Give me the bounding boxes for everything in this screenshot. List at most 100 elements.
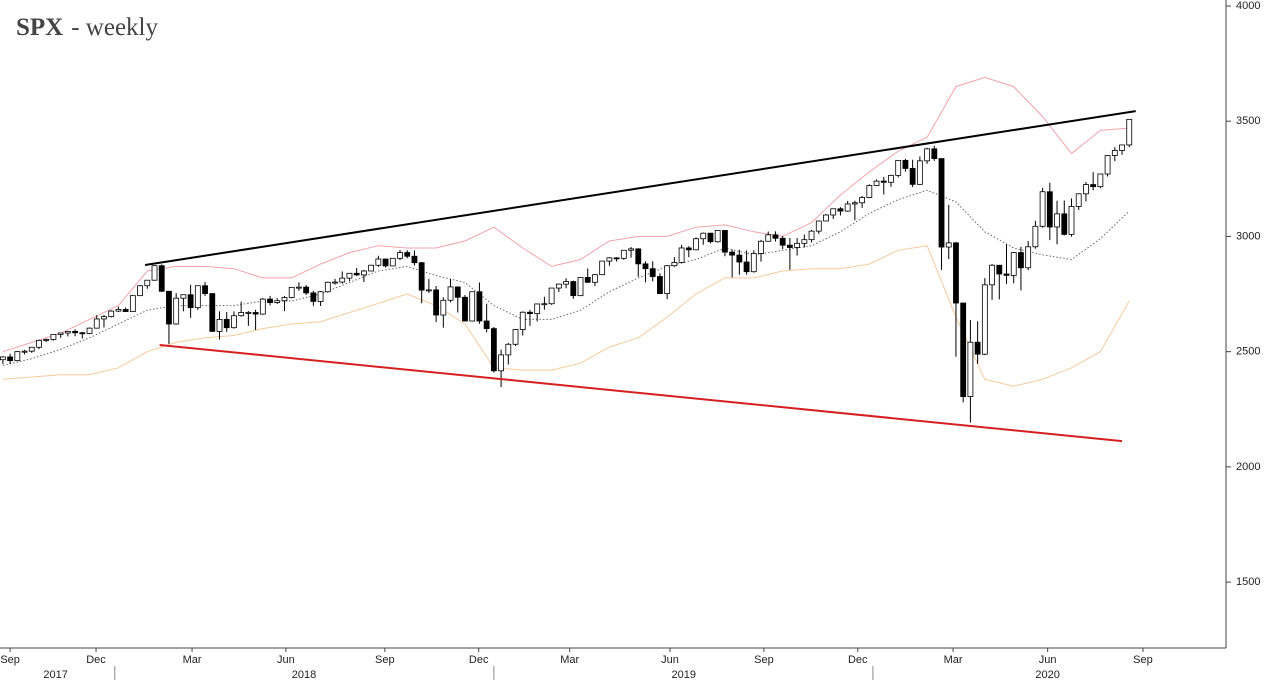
candle-body	[440, 299, 447, 316]
candle-body	[844, 203, 851, 212]
candle-body	[1111, 150, 1118, 156]
candle-body	[122, 309, 129, 312]
title-main: SPX	[16, 14, 63, 41]
candle-body	[173, 297, 180, 325]
candle-body	[924, 148, 930, 162]
candle-body	[281, 297, 288, 302]
candle-body	[108, 310, 115, 318]
candle-body	[166, 290, 172, 325]
candle-body	[1126, 118, 1133, 146]
candle-body	[382, 258, 389, 267]
candle-body	[1032, 225, 1039, 248]
x-tick-label: Dec	[469, 654, 489, 666]
candle-body	[916, 160, 923, 185]
candle-body	[375, 258, 382, 266]
candle-body	[527, 311, 533, 315]
candle-body	[772, 234, 779, 239]
candle-body	[144, 279, 151, 287]
candle-body	[353, 272, 360, 276]
year-label: 2020	[1035, 669, 1059, 680]
y-tick-label: 2500	[1236, 346, 1260, 358]
candle-body	[534, 303, 541, 315]
candle-body	[1003, 273, 1010, 276]
candle-body	[729, 251, 736, 256]
candle-body	[657, 276, 663, 294]
candle-body	[1025, 246, 1032, 269]
candle-body	[642, 263, 649, 270]
candle-body	[21, 350, 28, 353]
x-tick-label: Sep	[1133, 654, 1153, 666]
candle-body	[548, 287, 555, 305]
x-tick-label: Mar	[944, 654, 963, 666]
candle-body	[43, 339, 50, 341]
candle-body	[722, 230, 728, 253]
candle-body	[938, 158, 945, 248]
candle-body	[801, 239, 808, 244]
candle-body	[490, 328, 497, 372]
title-suffix: - weekly	[71, 14, 158, 41]
chart-title: SPX - weekly	[16, 14, 159, 41]
candle-body	[361, 270, 367, 276]
candle-body	[14, 351, 21, 362]
candle-body	[411, 255, 418, 264]
candle-body	[296, 286, 302, 289]
candle-body	[79, 332, 86, 335]
candle-body	[981, 284, 988, 355]
candle-body	[851, 202, 858, 205]
candle-body	[288, 286, 295, 298]
candle-body	[194, 285, 201, 309]
candle-body	[700, 232, 707, 240]
candle-body	[1010, 252, 1017, 276]
candle-body	[1054, 213, 1060, 228]
candle-body	[541, 303, 548, 306]
candle-body	[794, 242, 801, 248]
candle-body	[1097, 173, 1104, 188]
candle-body	[245, 312, 252, 314]
x-tick-label: Jun	[277, 654, 295, 666]
y-tick-label: 4000	[1236, 0, 1260, 12]
candle-body	[433, 289, 440, 316]
candle-body	[505, 343, 512, 356]
band-line	[2, 76, 1130, 353]
candle-body	[1068, 206, 1075, 235]
band-line	[2, 245, 1130, 387]
candle-body	[570, 281, 577, 297]
candle-body	[563, 281, 569, 285]
candle-body	[418, 262, 425, 291]
candle-body	[303, 286, 310, 294]
candle-body	[231, 315, 237, 329]
candle-body	[786, 244, 793, 248]
candle-body	[671, 262, 678, 267]
y-tick-label: 3000	[1236, 230, 1260, 242]
x-tick-label: Dec	[86, 654, 106, 666]
x-tick-label: Mar	[183, 654, 202, 666]
candle-body	[996, 264, 1003, 275]
candle-body	[187, 294, 194, 309]
candle-body	[960, 302, 967, 397]
candle-body	[158, 265, 165, 292]
candle-body	[151, 265, 158, 281]
candle-body	[628, 248, 634, 251]
candle-body	[115, 309, 122, 312]
candle-body	[469, 291, 476, 322]
candle-body	[606, 257, 613, 262]
candle-body	[895, 159, 902, 176]
candle-body	[758, 240, 764, 254]
candle-body	[324, 281, 331, 293]
candle-body	[736, 254, 743, 263]
candle-body	[50, 333, 57, 340]
candle-body	[664, 265, 671, 294]
candle-body	[317, 291, 324, 302]
candle-body	[967, 341, 974, 397]
candle-body	[476, 291, 483, 322]
candle-body	[873, 180, 880, 186]
candle-body	[1104, 155, 1111, 175]
candle-body	[1083, 184, 1089, 195]
candle-body	[483, 320, 490, 330]
candle-body	[101, 316, 107, 320]
x-tick-label: Dec	[848, 654, 868, 666]
candle-body	[498, 354, 504, 372]
candle-body	[425, 289, 432, 292]
candle-body	[202, 285, 208, 294]
x-tick-label: Sep	[754, 654, 774, 666]
